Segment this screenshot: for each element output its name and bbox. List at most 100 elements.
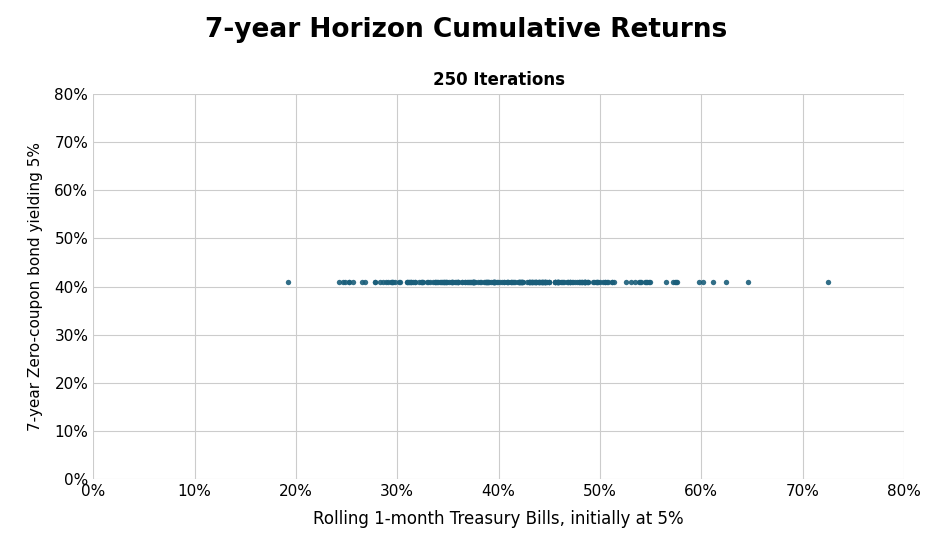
Point (484, 278, 499, 287)
Point (367, 278, 382, 287)
Point (341, 278, 356, 287)
Point (416, 278, 431, 287)
Point (504, 278, 519, 287)
Point (448, 278, 463, 287)
Point (459, 278, 474, 287)
Point (414, 278, 429, 287)
Point (514, 278, 528, 287)
Point (514, 278, 529, 287)
Point (574, 278, 589, 287)
Point (566, 278, 581, 287)
Point (463, 278, 478, 287)
Point (332, 278, 347, 287)
Point (593, 278, 608, 287)
Point (549, 278, 564, 287)
Point (537, 278, 552, 287)
Point (568, 278, 582, 287)
Point (597, 278, 612, 287)
Point (706, 278, 720, 287)
Point (445, 278, 459, 287)
Point (477, 278, 492, 287)
Point (521, 278, 536, 287)
Point (528, 278, 543, 287)
Point (392, 278, 407, 287)
Point (497, 278, 512, 287)
Point (358, 278, 373, 287)
Point (552, 278, 567, 287)
Point (535, 278, 550, 287)
Point (560, 278, 575, 287)
Point (535, 278, 550, 287)
Point (641, 278, 656, 287)
Point (431, 278, 445, 287)
Point (577, 278, 592, 287)
Point (466, 278, 481, 287)
Point (520, 278, 535, 287)
Point (691, 278, 706, 287)
Point (487, 278, 501, 287)
Point (434, 278, 449, 287)
Point (463, 278, 478, 287)
Point (445, 278, 459, 287)
Point (404, 278, 418, 287)
Point (403, 278, 418, 287)
Point (524, 278, 539, 287)
Point (411, 278, 426, 287)
Point (527, 278, 541, 287)
Point (507, 278, 522, 287)
Point (500, 278, 515, 287)
Point (597, 278, 612, 287)
Point (388, 278, 403, 287)
Point (492, 278, 507, 287)
X-axis label: Rolling 1-month Treasury Bills, initially at 5%: Rolling 1-month Treasury Bills, initiall… (313, 510, 684, 528)
Point (642, 278, 657, 287)
Point (401, 278, 416, 287)
Point (528, 278, 543, 287)
Point (478, 278, 493, 287)
Point (670, 278, 685, 287)
Point (490, 278, 505, 287)
Point (531, 278, 546, 287)
Point (590, 278, 605, 287)
Point (401, 278, 416, 287)
Point (445, 278, 459, 287)
Point (588, 278, 603, 287)
Point (426, 278, 441, 287)
Point (563, 278, 578, 287)
Point (521, 278, 536, 287)
Point (586, 278, 601, 287)
Point (281, 278, 295, 287)
Point (505, 278, 520, 287)
Point (571, 278, 586, 287)
Point (539, 278, 554, 287)
Y-axis label: 7-year Zero-coupon bond yielding 5%: 7-year Zero-coupon bond yielding 5% (28, 142, 43, 431)
Point (439, 278, 454, 287)
Point (538, 278, 553, 287)
Point (460, 278, 475, 287)
Point (570, 278, 585, 287)
Point (634, 278, 649, 287)
Point (458, 278, 473, 287)
Point (547, 278, 562, 287)
Point (667, 278, 682, 287)
Point (627, 278, 642, 287)
Point (430, 278, 445, 287)
Point (479, 278, 494, 287)
Point (571, 278, 586, 287)
Point (399, 278, 414, 287)
Point (408, 278, 423, 287)
Point (534, 278, 549, 287)
Point (548, 278, 563, 287)
Point (820, 278, 835, 287)
Point (433, 278, 448, 287)
Point (572, 278, 587, 287)
Point (525, 278, 540, 287)
Point (437, 278, 452, 287)
Point (695, 278, 710, 287)
Point (440, 278, 455, 287)
Point (473, 278, 487, 287)
Point (574, 278, 589, 287)
Point (741, 278, 756, 287)
Point (400, 278, 415, 287)
Point (458, 278, 473, 287)
